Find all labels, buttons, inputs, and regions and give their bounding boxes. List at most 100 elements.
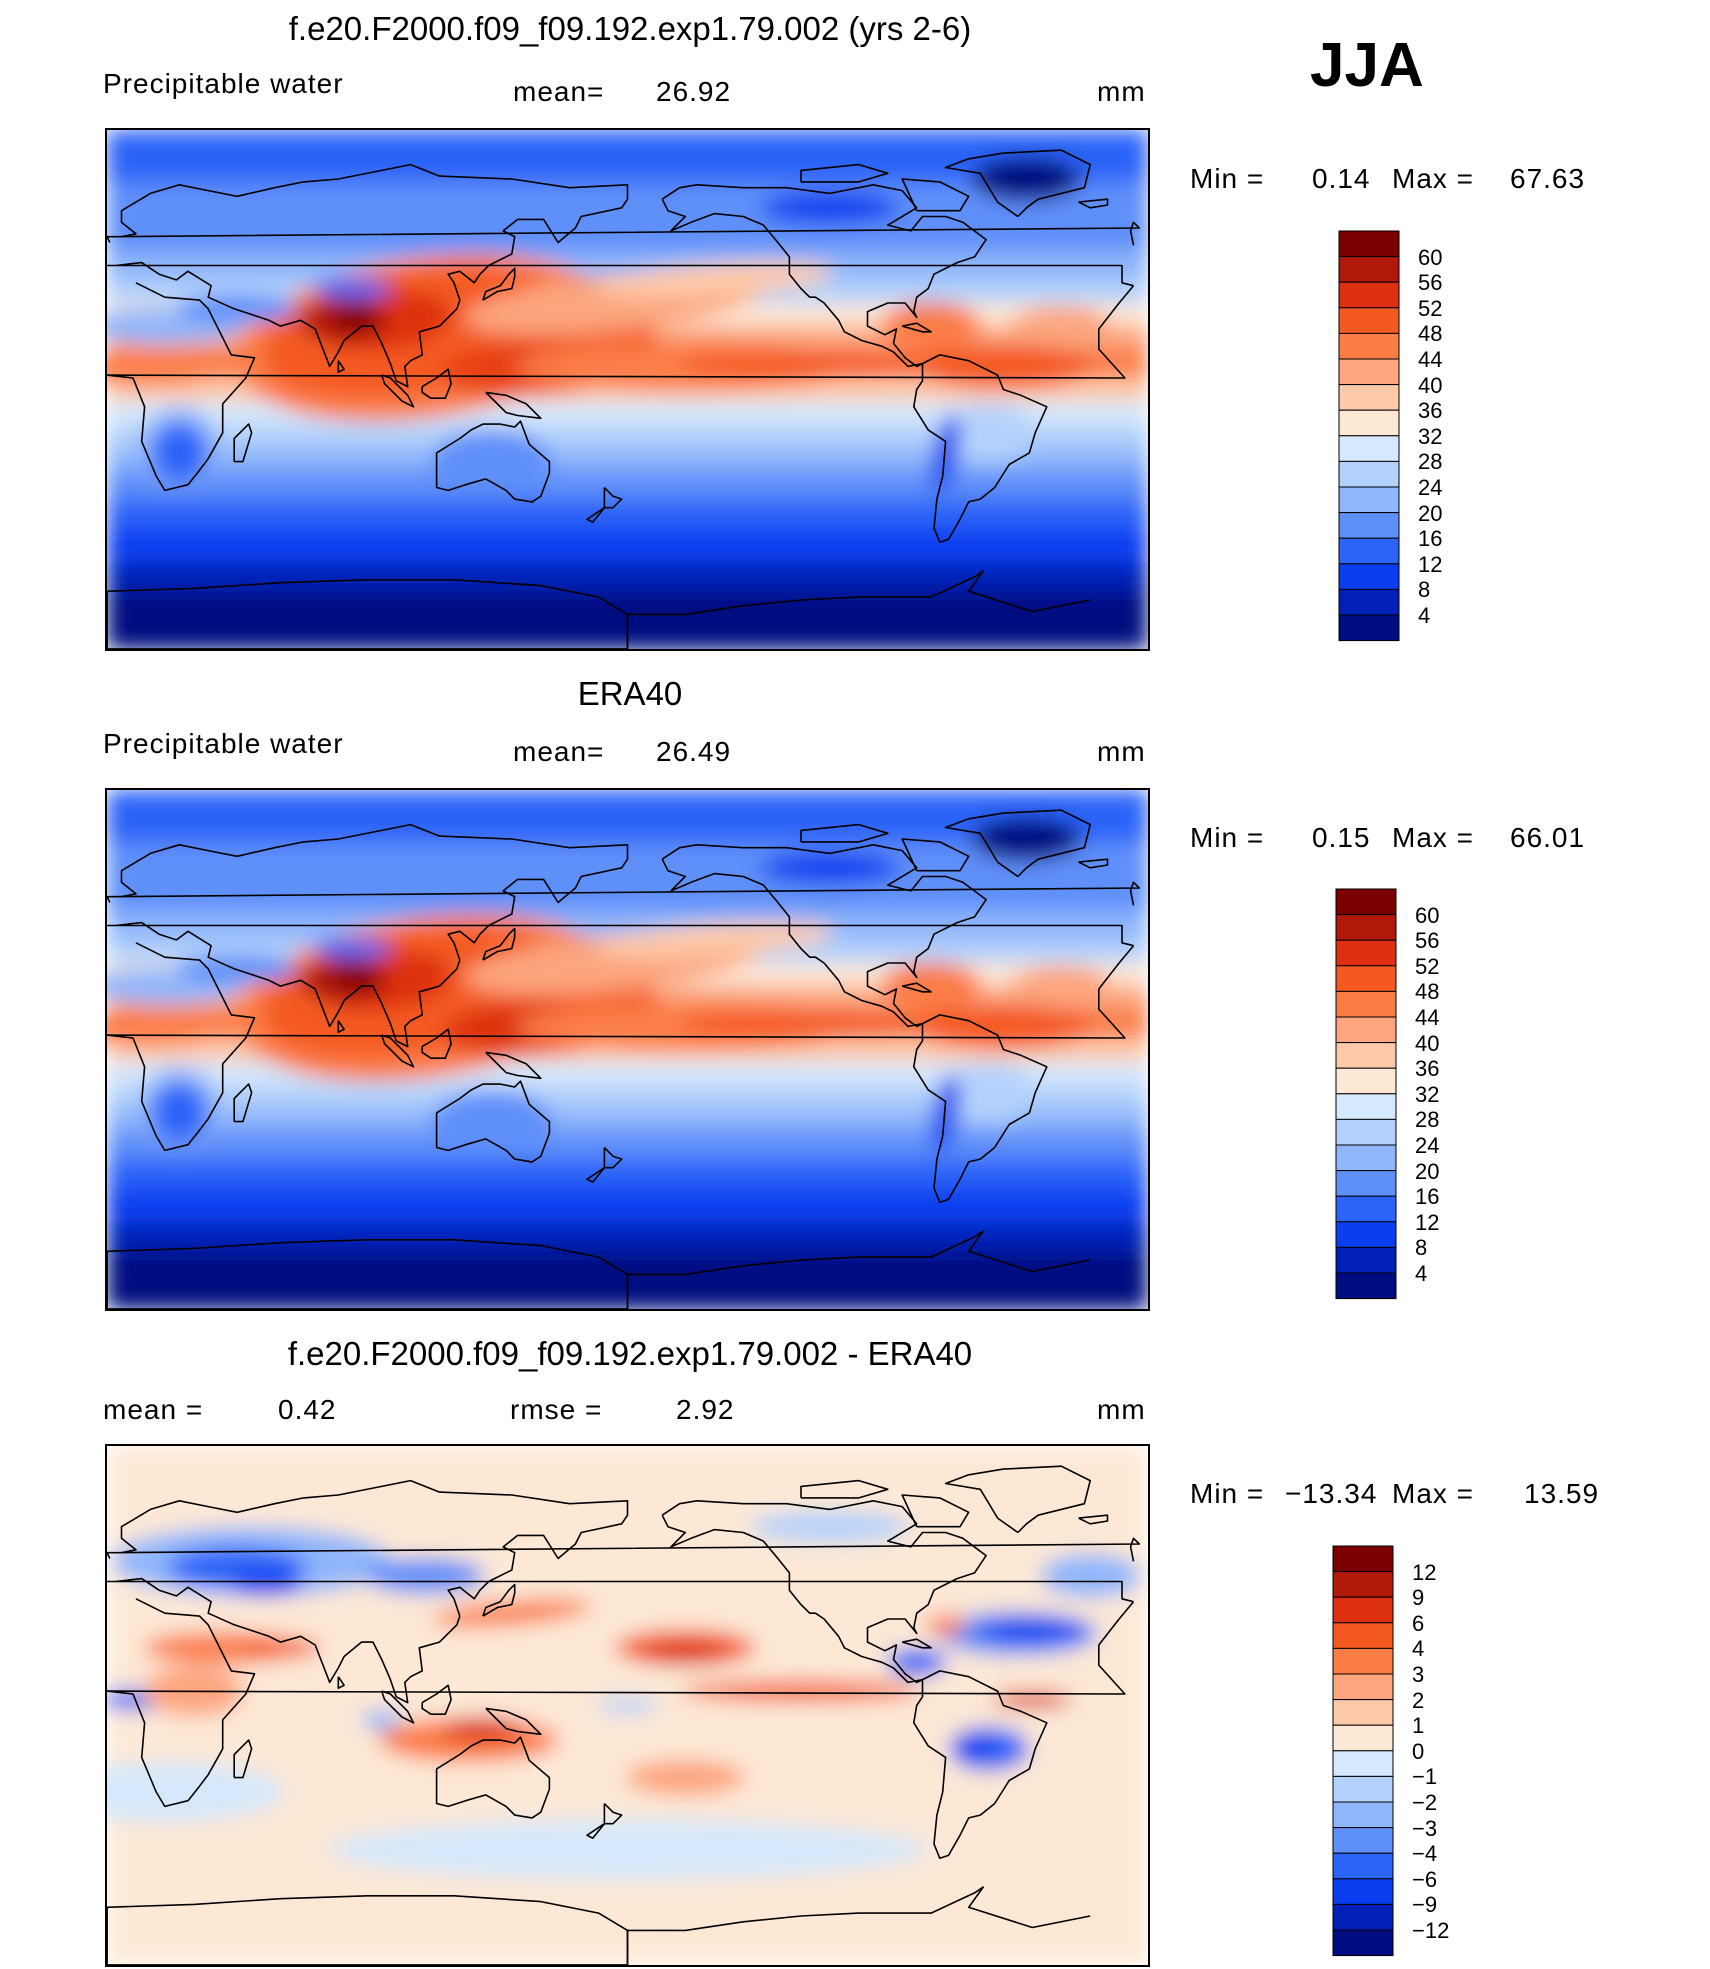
contour-region (881, 962, 982, 1011)
coastline (337, 1020, 345, 1033)
coastline (901, 1638, 932, 1649)
panel-3-rmse-label: rmse = (510, 1394, 603, 1425)
colorbar-tick-label: 4 (1415, 1261, 1428, 1286)
contour-region (954, 1733, 995, 1758)
colorbar-box (1338, 384, 1400, 411)
panel-2-title: ERA40 (577, 675, 683, 712)
colorbar-box (1335, 1067, 1397, 1095)
coastline (661, 844, 987, 1028)
colorbar-tick-label: 40 (1418, 372, 1443, 398)
contour-region (971, 157, 1082, 202)
colorbar-box (1332, 1571, 1394, 1598)
colorbar-box (1332, 1878, 1394, 1905)
colorbar-tick-label: 20 (1418, 500, 1443, 526)
colorbar-box (1332, 1545, 1394, 1573)
colorbar-tick-label: −4 (1412, 1841, 1438, 1867)
coastline (944, 809, 1091, 878)
panel-2-map (105, 788, 1150, 1311)
contour-band (107, 527, 1148, 564)
colorbar-box (1338, 563, 1400, 590)
coastline (107, 570, 1091, 649)
contour-region (177, 294, 298, 323)
coastline (482, 267, 516, 301)
colorbar-box (1332, 1724, 1394, 1752)
coastline (107, 1895, 629, 1965)
contour-region (625, 1759, 746, 1796)
colorbar-box (1338, 588, 1400, 616)
panel-3-max-label: Max = (1392, 1478, 1475, 1509)
contour-region (943, 402, 1034, 463)
panel-1-min-label: Min = (1190, 163, 1265, 194)
coastline (482, 1583, 516, 1617)
colorbar-tick-label: 0 (1412, 1738, 1425, 1764)
colorbar-tick-label: 60 (1418, 244, 1443, 270)
contour-region (594, 261, 834, 298)
coastline (107, 1239, 629, 1309)
coastline (901, 982, 932, 993)
colorbar-tick-label: 56 (1418, 270, 1443, 296)
contour-region (231, 1572, 302, 1597)
colorbar-tick-label: −2 (1412, 1790, 1438, 1815)
contour-region (107, 1013, 221, 1046)
coastline (107, 1886, 1091, 1965)
panel-3-rmse-value: 2.92 (676, 1394, 735, 1425)
contour-region (365, 1557, 486, 1594)
contour-band (107, 1159, 1148, 1189)
colorbar-box (1332, 1929, 1394, 1957)
colorbar-tick-label: −9 (1412, 1892, 1438, 1918)
colorbar-tick-label: 52 (1415, 953, 1440, 979)
colorbar-box (1338, 332, 1400, 360)
colorbar-box (1332, 1647, 1394, 1675)
coastline (233, 1739, 253, 1779)
coastline (800, 1479, 889, 1499)
coastline (337, 360, 345, 373)
colorbar-tick-label: 48 (1415, 979, 1440, 1005)
coastline (901, 178, 970, 212)
panel-3-max-value: 13.59 (1524, 1478, 1600, 1509)
colorbar-box (1332, 1827, 1394, 1854)
colorbar-box (1332, 1622, 1394, 1649)
coastline (107, 942, 1135, 1152)
coastline (944, 149, 1091, 218)
coastline (233, 423, 253, 463)
colorbar-tick-label: 12 (1415, 1209, 1440, 1235)
colorbar-box (1335, 1144, 1397, 1172)
contour-band (107, 470, 1148, 501)
colorbar-tick-label: −3 (1412, 1815, 1438, 1841)
colorbar-box (1335, 1195, 1397, 1223)
colorbar-box (1332, 1775, 1394, 1803)
contour-region (431, 430, 552, 487)
colorbar-tick-label: 24 (1418, 475, 1443, 500)
panel-2-min-value: 0.15 (1312, 822, 1371, 853)
contour-region (151, 1082, 208, 1143)
colorbar-tick-label: 44 (1415, 1005, 1440, 1030)
colorbar-box (1338, 281, 1400, 309)
panel-3-map (105, 1444, 1150, 1967)
coastline (380, 1034, 415, 1068)
panel-3-title: f.e20.F2000.f09_f09.192.exp1.79.002 - ER… (287, 1335, 973, 1372)
colorbar-box (1335, 1042, 1397, 1069)
coastline (586, 1802, 623, 1839)
coastline (482, 927, 516, 961)
contour-region (931, 1073, 960, 1153)
contour-region (432, 1599, 592, 1628)
coastline (913, 1670, 1048, 1860)
contour-region (1011, 966, 1112, 1007)
panel-2-map-canvas (107, 790, 1148, 1309)
colorbar-box (1338, 460, 1400, 488)
colorbar-box (1338, 358, 1400, 386)
contour-region (431, 1090, 552, 1147)
contour-region (333, 965, 378, 990)
colorbar-box (1335, 1221, 1397, 1248)
panel-3-map-canvas (107, 1446, 1148, 1965)
contour-region (151, 422, 208, 483)
panel-3-units: mm (1097, 1394, 1146, 1425)
contour-region (759, 851, 900, 884)
coastline (107, 221, 1141, 246)
colorbar-tick-label: 60 (1415, 902, 1440, 928)
colorbar-box (1332, 1852, 1394, 1880)
colorbar-box (1332, 1801, 1394, 1829)
colorbar-tick-label: 8 (1415, 1235, 1428, 1261)
coastline (421, 1684, 452, 1715)
coastline (107, 579, 629, 649)
